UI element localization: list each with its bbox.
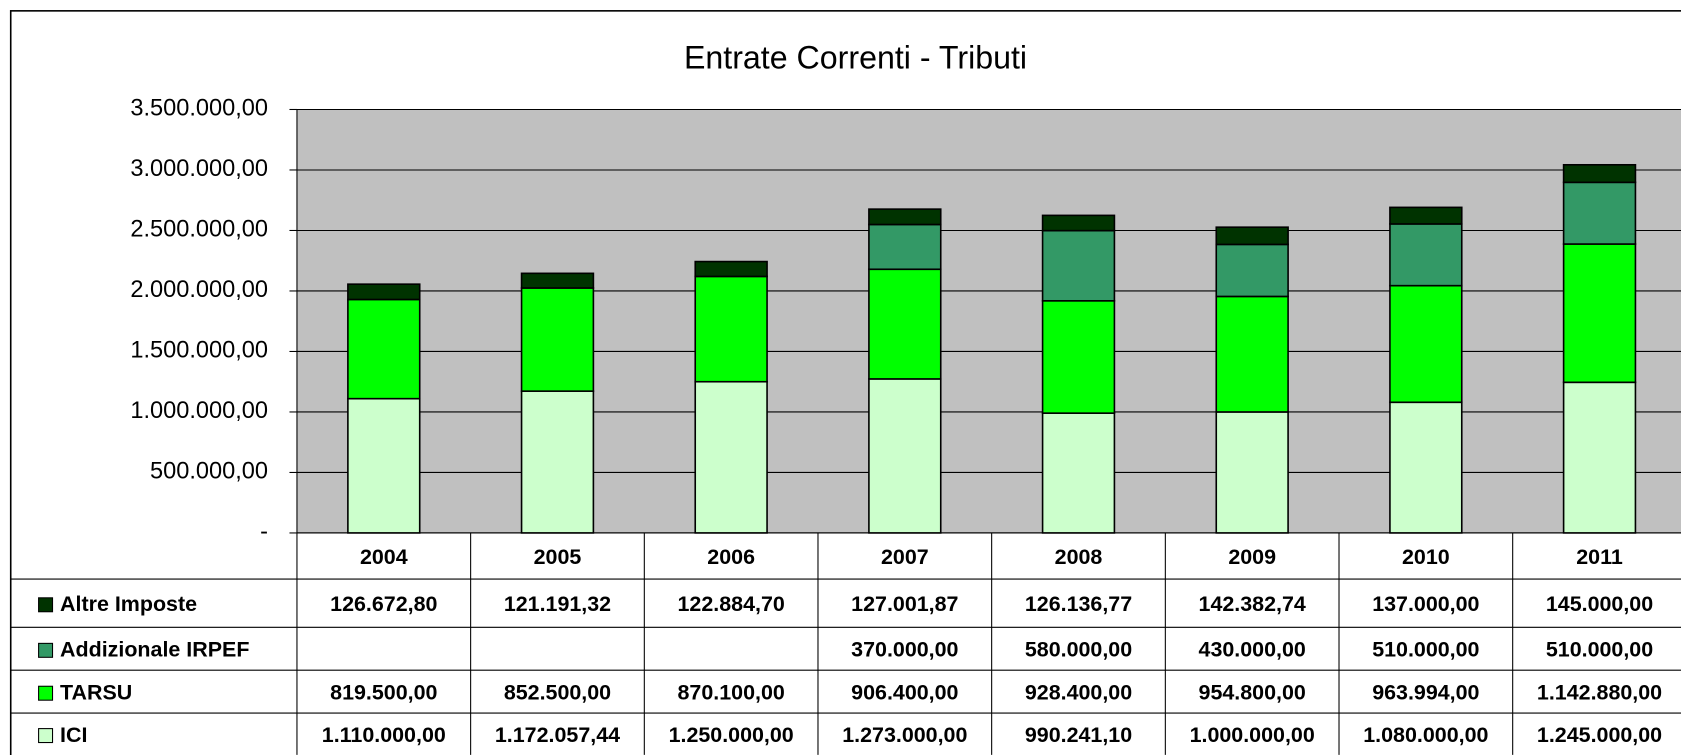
data-label: 906.400,00 [851, 680, 958, 704]
bar-segment [1215, 411, 1289, 534]
y-tick-label: 2.500.000,00 [130, 216, 268, 242]
data-label: 852.500,00 [504, 680, 611, 704]
data-label: 954.800,00 [1199, 680, 1306, 704]
data-label: 145.000,00 [1546, 592, 1653, 616]
x-tick-label: 2011 [1576, 545, 1623, 569]
y-tick-label: - [260, 518, 268, 544]
legend-swatch [38, 728, 54, 744]
bar-segment [1389, 401, 1463, 534]
data-label: 1.273.000,00 [842, 723, 967, 747]
legend-swatch [38, 597, 54, 613]
bar-segment [1215, 295, 1289, 413]
bar-segment [1389, 223, 1463, 287]
bar-segment [1215, 226, 1289, 246]
bar-segment [694, 380, 768, 534]
y-tick-label: 1.500.000,00 [130, 337, 268, 363]
bar-segment [347, 283, 421, 301]
data-label: 963.994,00 [1372, 680, 1479, 704]
bar-segment [1041, 412, 1116, 534]
bar-segment [1562, 243, 1637, 384]
data-label: 137.000,00 [1372, 592, 1479, 616]
x-tick-label: 2009 [1228, 545, 1276, 569]
plot-area [296, 109, 1681, 533]
y-tick-label: 3.500.000,00 [130, 95, 268, 121]
bar-segment [1041, 229, 1116, 302]
bar-segment [1041, 214, 1116, 232]
data-label: 1.080.000,00 [1363, 723, 1488, 747]
bar-segment [520, 287, 595, 392]
data-label: 1.172.057,44 [495, 723, 620, 747]
bar-segment [868, 268, 942, 380]
data-label: 510.000,00 [1372, 638, 1479, 662]
y-tick-label: 1.000.000,00 [130, 397, 268, 423]
bar-segment [1562, 181, 1637, 245]
data-label: 1.142.880,00 [1537, 680, 1662, 704]
data-label: 928.400,00 [1025, 680, 1132, 704]
bar-segment [520, 272, 595, 289]
x-tick-label: 2006 [707, 545, 755, 569]
legend-swatch [38, 685, 54, 701]
y-tick-label: 500.000,00 [150, 458, 268, 484]
bar-segment [1562, 163, 1637, 184]
x-tick-label: 2004 [360, 545, 408, 569]
data-label: 126.136,77 [1025, 592, 1132, 616]
data-label: 870.100,00 [678, 680, 785, 704]
bar-segment [694, 275, 768, 383]
data-label: 1.245.000,00 [1537, 723, 1662, 747]
x-tick-label: 2010 [1402, 545, 1450, 569]
bar-segment [347, 397, 421, 534]
data-label: 142.382,74 [1199, 592, 1306, 616]
bar-segment [694, 260, 768, 278]
bar-segment [868, 208, 942, 226]
data-label: 819.500,00 [330, 680, 437, 704]
data-label: 580.000,00 [1025, 638, 1132, 662]
x-tick-label: 2005 [534, 545, 582, 569]
legend-swatch [38, 642, 54, 658]
x-tick-label: 2007 [881, 545, 929, 569]
chart-title: Entrate Correnti - Tributi [684, 40, 1027, 76]
data-label: 370.000,00 [851, 638, 958, 662]
x-tick-label: 2008 [1055, 545, 1103, 569]
bar-segment [347, 298, 421, 400]
bar-segment [520, 390, 595, 534]
data-label: 1.000.000,00 [1190, 723, 1315, 747]
legend-label: Addizionale IRPEF [60, 638, 249, 662]
bar-segment [868, 223, 942, 271]
legend-label: ICI [60, 723, 87, 747]
data-label: 1.250.000,00 [669, 723, 794, 747]
data-label: 430.000,00 [1199, 638, 1306, 662]
data-label: 510.000,00 [1546, 638, 1653, 662]
y-tick-label: 2.000.000,00 [130, 276, 268, 302]
data-label: 990.241,10 [1025, 723, 1132, 747]
bar-segment [1041, 300, 1116, 414]
data-label: 121.191,32 [504, 592, 611, 616]
bar-segment [1562, 381, 1637, 534]
legend-label: Altre Imposte [60, 592, 197, 616]
data-label: 1.110.000,00 [322, 723, 446, 747]
data-label: 122.884,70 [678, 592, 785, 616]
y-tick-label: 3.000.000,00 [130, 155, 268, 181]
bar-segment [1389, 284, 1463, 404]
legend-label: TARSU [60, 680, 132, 704]
bar-segment [1389, 206, 1463, 225]
bar-segment [868, 378, 942, 534]
bar-segment [1215, 243, 1289, 298]
data-label: 127.001,87 [851, 592, 958, 616]
data-label: 126.672,80 [330, 592, 437, 616]
